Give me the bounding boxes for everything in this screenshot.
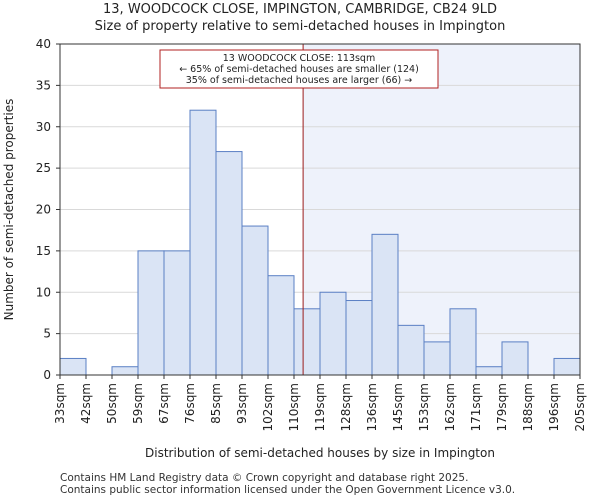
histogram-bar-33sqm [59,357,87,376]
y-tick-label: 5 [43,327,51,341]
histogram-bar-171sqm [475,366,503,376]
histogram-bar-102sqm [267,275,295,376]
x-tick-label: 179sqm [495,383,509,431]
y-tick-label: 30 [36,120,51,134]
x-tick-label: 50sqm [105,383,119,424]
histogram-bar-153sqm [423,341,451,376]
annotation-line-3: 35% of semi-detached houses are larger (… [186,75,413,86]
x-tick-label: 42sqm [79,383,93,424]
footer-licence: Contains public sector information licen… [60,484,516,496]
histogram-bar-59sqm [137,250,165,376]
annotation-line-1: 13 WOODCOCK CLOSE: 113sqm [223,53,375,64]
footer-copyright: Contains HM Land Registry data © Crown c… [60,472,469,484]
x-tick-label: 102sqm [261,383,275,431]
y-tick-label: 35 [36,78,51,92]
x-tick-label: 136sqm [365,383,379,431]
histogram-bar-76sqm [189,109,217,376]
histogram-bar-128sqm [345,300,373,376]
histogram-bar-196sqm [553,357,581,376]
x-tick-label: 85sqm [209,383,223,424]
y-tick-label: 40 [36,37,51,51]
histogram-bar-85sqm [215,151,243,376]
annotation-line-2: ← 65% of semi-detached houses are smalle… [179,64,419,75]
y-tick-label: 25 [36,161,51,175]
histogram-chart: 0 5 10 15 20 25 30 35 40 33sqm 42sqm 50sqm 59sqm 67s… [2,37,587,460]
histogram-bar-145sqm [397,324,425,376]
x-tick-label: 110sqm [287,383,301,431]
annotation-box: 13 WOODCOCK CLOSE: 113sqm ← 65% of semi-… [159,49,439,89]
histogram-bar-93sqm [241,225,269,376]
x-tick-label: 196sqm [547,383,561,431]
x-tick-label: 67sqm [157,383,171,424]
x-tick-label: 59sqm [131,383,145,424]
x-tick-label: 171sqm [469,383,483,431]
y-tick-label: 10 [36,285,51,299]
x-tick-label: 205sqm [573,383,587,431]
histogram-bar-119sqm [319,291,347,376]
histogram-bar-136sqm [371,233,399,376]
chart-subtitle: Size of property relative to semi-detach… [94,19,506,34]
x-tick-label: 76sqm [183,383,197,424]
x-tick-label: 145sqm [391,383,405,431]
y-tick-label: 15 [36,244,51,258]
histogram-bar-50sqm [111,366,139,376]
y-tick-label: 0 [43,368,51,382]
plot-area-frame [59,43,581,376]
histogram-bar-179sqm [501,341,529,376]
histogram-bar-162sqm [449,308,477,376]
x-tick-label: 153sqm [417,383,431,431]
x-tick-label: 93sqm [235,383,249,424]
histogram-bar-67sqm [163,250,191,376]
x-tick-label: 119sqm [313,383,327,431]
y-axis-label: Number of semi-detached properties [2,99,16,321]
y-tick-label: 20 [36,203,51,217]
x-tick-label: 162sqm [443,383,457,431]
chart-title-address: 13, WOODCOCK CLOSE, IMPINGTON, CAMBRIDGE… [103,2,497,17]
histogram-bar-110sqm [293,308,321,376]
x-axis-label: Distribution of semi-detached houses by … [145,446,495,460]
x-tick-label: 128sqm [339,383,353,431]
x-tick-label: 33sqm [53,383,67,424]
x-tick-label: 188sqm [521,383,535,431]
